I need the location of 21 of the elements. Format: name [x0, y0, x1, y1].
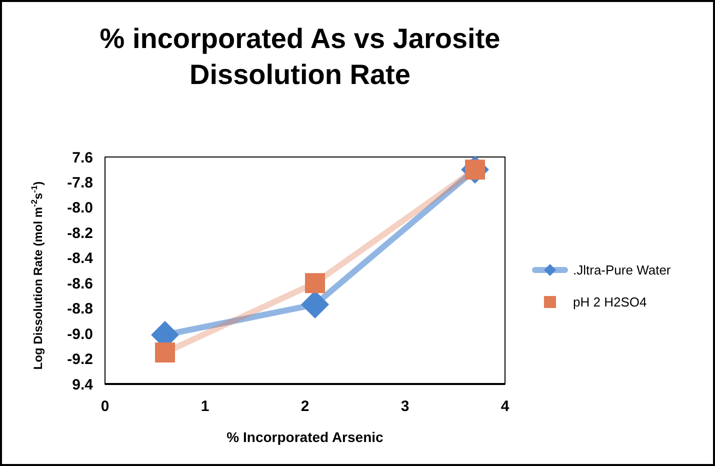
y-tick-label: -8.8: [67, 300, 93, 318]
x-tick-label: 2: [300, 398, 310, 415]
point: [155, 342, 175, 362]
y-tick-label: -9.2: [67, 351, 93, 368]
y-tick-label: -9.0: [67, 326, 93, 343]
x-axis-title: % Incorporated Arsenic: [226, 429, 384, 445]
y-tick-label: -8.6: [67, 275, 93, 292]
y-tick-label: -8.4: [67, 250, 94, 268]
legend-label: pH 2 H2SO4: [573, 294, 647, 310]
legend-label: .Jltra-Pure Water: [573, 262, 672, 278]
chart-title: % incorporated As vs Jarosite Dissolution Rate: [100, 23, 500, 90]
point: [305, 273, 325, 294]
y-tick-label: 9.4: [72, 376, 94, 394]
x-tick-label: 3: [400, 398, 410, 415]
x-tick-label: 4: [500, 398, 510, 415]
y-tick-label: -8.0: [67, 200, 93, 217]
y-tick-label: -8.2: [67, 224, 93, 242]
x-tick-label: 1: [200, 398, 210, 415]
x-tick-label: 0: [100, 398, 110, 415]
y-tick-label: -7.8: [67, 174, 93, 192]
y-tick-label: 7.6: [72, 149, 93, 166]
